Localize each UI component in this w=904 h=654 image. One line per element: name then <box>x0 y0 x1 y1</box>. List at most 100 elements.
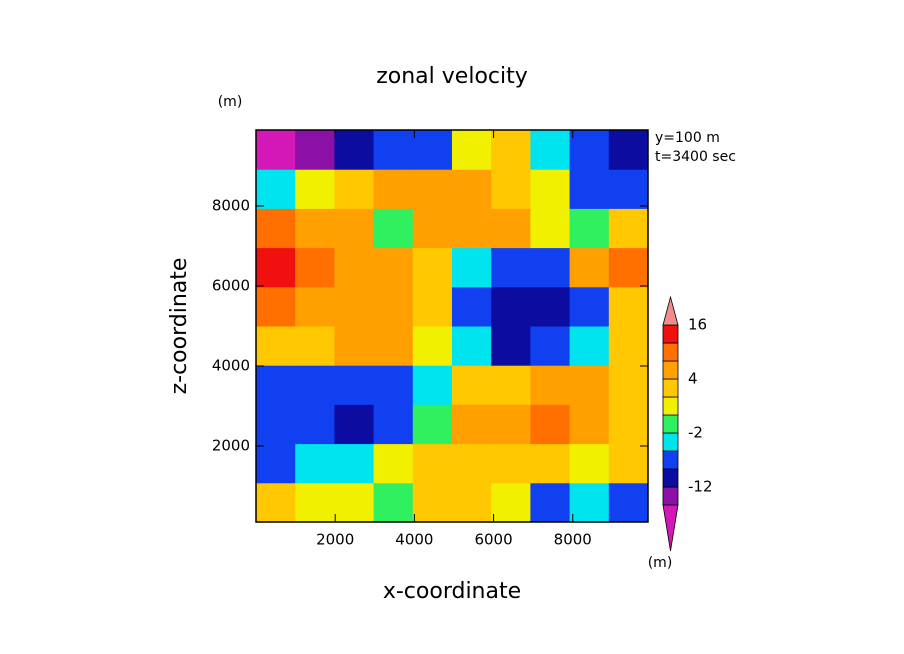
cell <box>256 443 296 484</box>
cell <box>373 286 414 327</box>
cell <box>295 326 335 366</box>
cell <box>452 443 492 484</box>
cell <box>530 130 571 170</box>
cell <box>412 443 453 484</box>
cell <box>334 286 375 327</box>
cell <box>295 130 335 170</box>
colorbar-extend <box>662 295 679 326</box>
cell <box>256 326 296 366</box>
annotation: t=3400 sec <box>655 149 736 165</box>
cell <box>373 482 414 523</box>
cell <box>491 443 531 484</box>
cell <box>569 208 610 249</box>
colorbar-extend <box>662 504 679 552</box>
cell <box>569 482 610 523</box>
y-axis-label: z-coordinate <box>167 258 192 395</box>
cell <box>334 247 375 288</box>
x-tick-label: 4000 <box>395 531 433 549</box>
cell <box>452 404 492 445</box>
cell <box>569 286 610 327</box>
cell <box>569 365 610 405</box>
colorbar-box <box>662 486 679 506</box>
cell <box>295 443 335 484</box>
cell <box>295 365 335 405</box>
x-unit: (m) <box>648 555 673 571</box>
cell <box>256 404 296 445</box>
cell <box>256 482 296 523</box>
cell <box>373 208 414 249</box>
colorbar-box <box>662 468 679 488</box>
colorbar-box <box>662 324 679 344</box>
cell <box>530 443 571 484</box>
colorbar-label: 16 <box>688 316 707 334</box>
x-tick-label: 6000 <box>474 531 512 549</box>
x-tick-label: 8000 <box>554 531 592 549</box>
cell <box>373 130 414 170</box>
cell <box>256 208 296 249</box>
cell <box>256 286 296 327</box>
cell <box>412 326 453 366</box>
cell <box>334 404 375 445</box>
plot-frame <box>255 129 649 523</box>
cell <box>491 130 531 170</box>
cell <box>491 482 531 523</box>
cell <box>530 247 571 288</box>
cell <box>295 286 335 327</box>
cell <box>256 130 296 170</box>
cell <box>530 169 571 209</box>
cell <box>569 169 610 209</box>
cell <box>608 326 649 366</box>
cell <box>256 169 296 209</box>
cell <box>452 208 492 249</box>
cell <box>373 169 414 209</box>
cell <box>530 286 571 327</box>
colorbar-box <box>662 450 679 470</box>
cell <box>569 404 610 445</box>
colorbar-box <box>662 378 679 398</box>
cell <box>491 404 531 445</box>
cell <box>373 247 414 288</box>
cell <box>569 130 610 170</box>
cell <box>412 169 453 209</box>
cell <box>608 365 649 405</box>
cell <box>412 482 453 523</box>
colorbar-label: -2 <box>688 424 703 442</box>
cell <box>608 247 649 288</box>
cell <box>412 247 453 288</box>
cell <box>412 208 453 249</box>
cell <box>491 365 531 405</box>
cell <box>256 247 296 288</box>
y-tick-label: 4000 <box>212 357 250 375</box>
cell <box>608 482 649 523</box>
colorbar-label: 4 <box>688 370 698 388</box>
cell <box>569 443 610 484</box>
cell <box>452 247 492 288</box>
cell <box>373 443 414 484</box>
cell <box>334 365 375 405</box>
cell <box>452 169 492 209</box>
cell <box>334 208 375 249</box>
x-axis-label: x-coordinate <box>383 579 521 604</box>
y-tick-label: 8000 <box>212 197 250 215</box>
annotation: y=100 m <box>655 130 720 146</box>
cell <box>530 326 571 366</box>
cell <box>608 130 649 170</box>
cell <box>295 404 335 445</box>
cell <box>334 326 375 366</box>
y-tick-label: 6000 <box>212 277 250 295</box>
chart-title: zonal velocity <box>376 64 528 89</box>
cell <box>491 169 531 209</box>
cell <box>295 247 335 288</box>
cell <box>373 404 414 445</box>
cell <box>334 443 375 484</box>
cell <box>530 404 571 445</box>
cell <box>334 130 375 170</box>
cell <box>295 169 335 209</box>
cell <box>608 286 649 327</box>
cell <box>530 365 571 405</box>
cell <box>452 286 492 327</box>
cell <box>491 208 531 249</box>
cell <box>569 326 610 366</box>
cell <box>412 130 453 170</box>
cell <box>334 482 375 523</box>
